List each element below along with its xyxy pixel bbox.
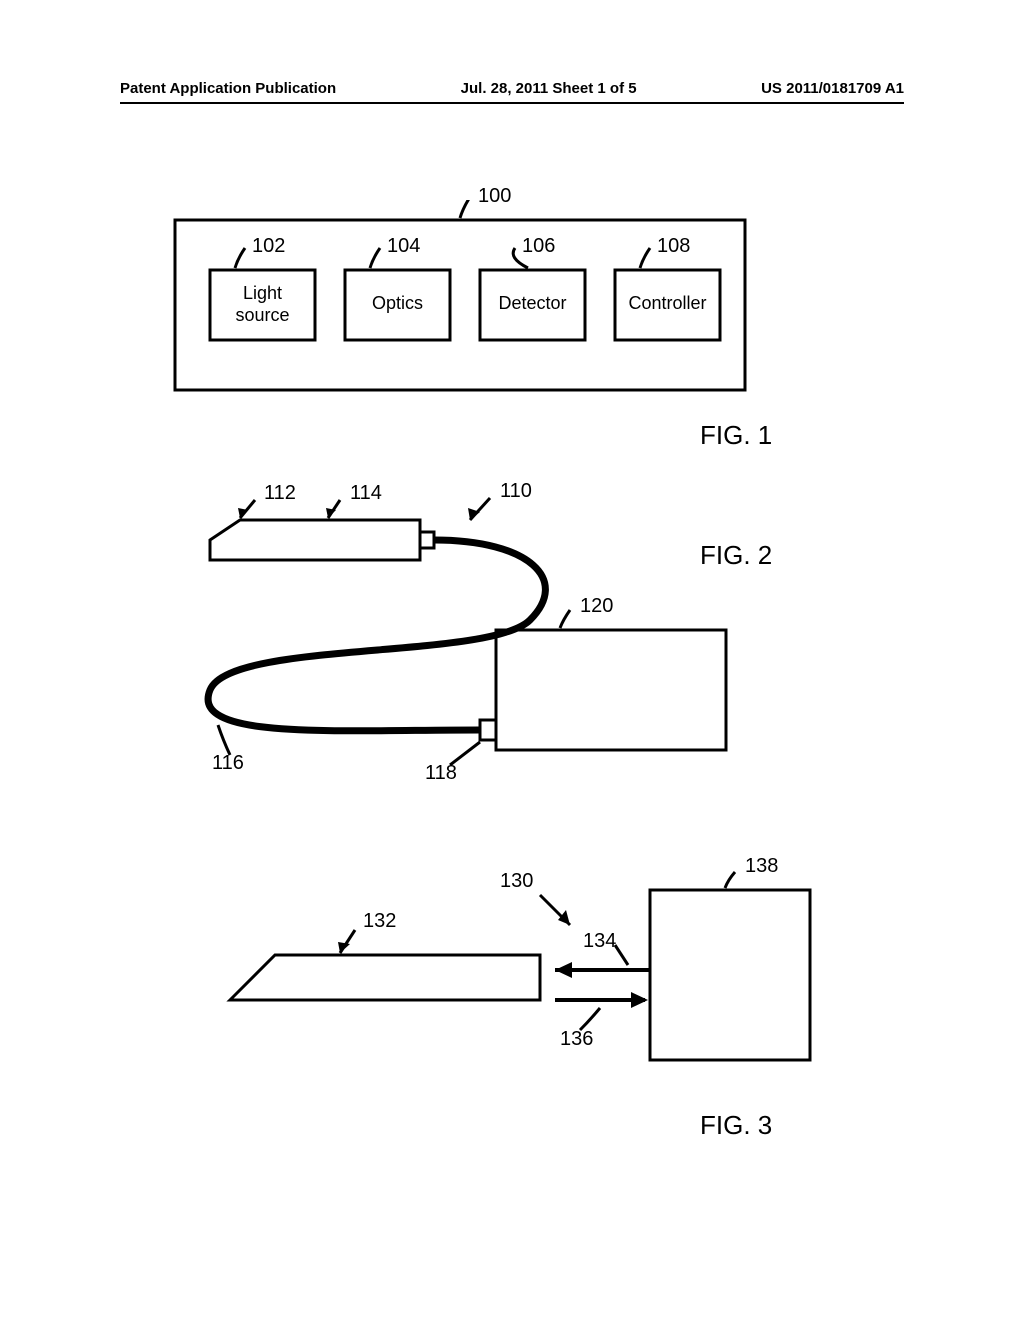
fig2-ref-116: 116 <box>212 752 244 775</box>
fig3-ref-134: 134 <box>583 930 616 953</box>
fig3-label: FIG. 3 <box>700 1110 772 1141</box>
header-right: US 2011/0181709 A1 <box>761 80 904 97</box>
fig1-light-line1: Light <box>210 283 315 305</box>
fig1-label: FIG. 1 <box>700 420 772 451</box>
fig1-box-light: Light source <box>210 283 315 326</box>
header-left: Patent Application Publication <box>120 80 336 97</box>
fig1-ref-106: 106 <box>522 235 555 258</box>
fig2-ref-120: 120 <box>580 595 613 618</box>
fig2-svg <box>150 490 770 790</box>
fig3-ref-138: 138 <box>745 855 778 878</box>
page-header: Patent Application Publication Jul. 28, … <box>120 80 904 97</box>
header-center: Jul. 28, 2011 Sheet 1 of 5 <box>461 80 637 97</box>
fig1-ref-100: 100 <box>478 185 511 208</box>
fig3-ref-130: 130 <box>500 870 533 893</box>
fig1-ref-104: 104 <box>387 235 420 258</box>
header-rule <box>120 102 904 104</box>
fig3-ref-132: 132 <box>363 910 396 933</box>
fig2-ref-118: 118 <box>425 762 457 785</box>
fig3-svg <box>180 860 830 1120</box>
fig2-ref-114: 114 <box>350 482 382 505</box>
fig3-ref-136: 136 <box>560 1028 593 1051</box>
fig1-ref-102: 102 <box>252 235 285 258</box>
fig1-box-optics: Optics <box>345 293 450 315</box>
fig2-ref-110: 110 <box>500 480 532 503</box>
fig1-light-line2: source <box>210 305 315 327</box>
fig1-box-controller: Controller <box>615 293 720 315</box>
fig1-ref-108: 108 <box>657 235 690 258</box>
fig2-ref-112: 112 <box>264 482 296 505</box>
fig2-label: FIG. 2 <box>700 540 772 571</box>
fig1-box-detector: Detector <box>480 293 585 315</box>
